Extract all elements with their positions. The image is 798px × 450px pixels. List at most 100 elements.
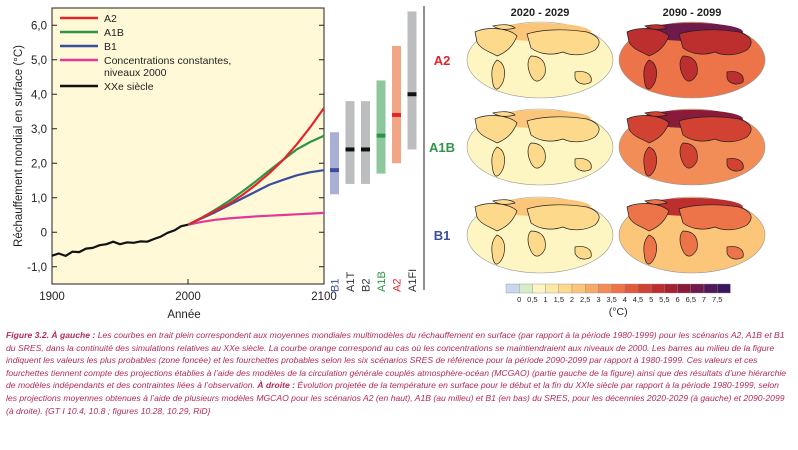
colorbar-tick-label: 3,5: [606, 295, 616, 304]
y-tick-label: 5,0: [31, 55, 47, 67]
map-row-label: A2: [434, 53, 451, 68]
continent-outline: [626, 115, 670, 144]
caption-lead: Figure 3.2.: [6, 330, 49, 340]
continent-outline: [474, 203, 518, 232]
y-tick-label: 1,0: [31, 193, 47, 205]
colorbar-tick-label: 6,5: [686, 295, 696, 304]
colorbar-swatch: [677, 283, 691, 294]
colorbar-swatch: [703, 283, 718, 294]
y-axis: -1,0 0 1,0 2,0 3,0 4,0 5,0 6,0: [27, 20, 324, 274]
legend-label-line2: niveaux 2000: [104, 67, 167, 79]
colorbar-swatch: [637, 283, 652, 294]
continent-outline: [644, 24, 668, 30]
colorbar-swatch: [664, 283, 678, 294]
colorbar-tick-label: 1: [544, 295, 548, 304]
continent-outline: [644, 111, 668, 117]
caption-left-label: À gauche :: [48, 330, 96, 340]
continent-outline: [574, 246, 592, 260]
best-estimate-b1: [330, 168, 339, 173]
continent-outline: [574, 71, 592, 85]
x-tick-label: 1900: [39, 291, 65, 303]
continent-outline: [527, 142, 546, 169]
continent-outline: [726, 71, 744, 85]
continent-outline: [527, 55, 546, 82]
continent-outline: [679, 55, 698, 82]
colorbar-swatch: [519, 283, 533, 294]
caption-part1: Les courbes en trait plein correspondent…: [6, 330, 787, 391]
continent-outline: [492, 24, 516, 30]
continent-outline: [474, 115, 518, 144]
continent-outline: [678, 29, 752, 56]
best-estimate-a1b: [376, 133, 386, 138]
continent-outline: [644, 199, 668, 205]
y-tick-label: 3,0: [31, 124, 47, 136]
colorbar-swatch: [611, 283, 625, 294]
map-row-label: B1: [434, 228, 451, 243]
range-bar-label: A1FI: [407, 269, 419, 292]
range-bar-a1t: [345, 101, 355, 184]
y-tick-label: 2,0: [31, 158, 47, 170]
colorbar-tick-label: 6: [676, 295, 680, 304]
continent-outline: [678, 116, 752, 143]
best-estimate-a1t: [345, 147, 355, 152]
colorbar-swatch: [505, 283, 520, 294]
range-bar-label: A1T: [345, 272, 357, 292]
x-axis-label: Année: [167, 309, 200, 321]
range-bar-a1fi: [407, 11, 417, 150]
continent-outline: [492, 199, 516, 205]
range-bar-a2: [392, 45, 401, 164]
plot-area: [51, 7, 325, 285]
climate-figure: -1,001,02,03,04,05,06,0 1900 2000 2100 A2A…: [13, 6, 766, 321]
series-lines: [51, 107, 325, 257]
map-row-label: A1B: [429, 140, 455, 155]
continent-outline: [726, 158, 744, 172]
colorbar-swatch: [598, 283, 612, 294]
range-bar-label: B1: [330, 279, 342, 292]
temperature-maps: 2020 - 2029 2090 - 2099 A2 A1B B1: [429, 7, 766, 274]
continent-outline: [643, 59, 657, 90]
series-line-concentrations: [187, 211, 325, 226]
continent-outline: [678, 204, 752, 231]
continent-outline: [492, 111, 516, 117]
temperature-colorbar: 0 0,5 1 1,5 2 2,5 3 3,5 4 4,5 5 5,5 6 6,5 7 7,5 (°C): [505, 283, 731, 318]
colorbar-tick-label: 1,5: [554, 295, 564, 304]
continent-outline: [643, 146, 657, 177]
colorbar-swatch: [545, 283, 559, 294]
y-tick-label: 0: [41, 227, 47, 239]
range-bar-b2: [361, 101, 370, 184]
colorbar-swatch: [690, 283, 705, 294]
legend-label: A2: [104, 13, 117, 25]
range-bar-b1: [330, 132, 339, 195]
y-axis-label: Réchauffement mondial en surface (°C): [13, 45, 25, 247]
legend-label: Concentrations constantes,: [104, 55, 231, 67]
series-line-a2: [187, 107, 325, 226]
colorbar-swatch: [532, 283, 546, 294]
continent-outline: [726, 246, 744, 260]
colorbar-swatch: [585, 283, 599, 294]
x-tick-label: 2100: [311, 291, 337, 303]
legend-label: A1B: [104, 27, 124, 39]
continent-outline: [626, 203, 670, 232]
range-bar-label: B2: [361, 279, 373, 292]
y-tick-label: -1,0: [27, 262, 47, 274]
colorbar-tick-label: 4: [623, 295, 627, 304]
caption-right-label: À droite :: [254, 380, 296, 391]
map-column-title: 2020 - 2029: [511, 7, 570, 19]
colorbar-tick-label: 7,5: [712, 295, 722, 304]
continent-outline: [527, 230, 546, 257]
figure-caption: Figure 3.2. À gauche : Les courbes en tr…: [6, 329, 792, 417]
colorbar-swatch: [624, 283, 639, 294]
continent-outline: [526, 29, 600, 56]
colorbar-tick-label: 5: [649, 295, 653, 304]
best-estimate-b2: [361, 147, 370, 152]
continent-outline: [474, 28, 518, 57]
best-estimate-a2: [392, 112, 401, 117]
continent-outline: [526, 204, 600, 231]
colorbar-tick-label: 2,5: [580, 295, 590, 304]
continent-outline: [491, 59, 505, 90]
series-line-xxe: [51, 223, 189, 257]
legend-label: B1: [104, 41, 117, 53]
colorbar-tick-label: 7: [702, 295, 706, 304]
warming-line-chart: -1,001,02,03,04,05,06,0 1900 2000 2100 A2A…: [13, 7, 337, 321]
scenario-range-bars: B1 A1T B2 A1B A2 A1FI: [330, 11, 419, 292]
